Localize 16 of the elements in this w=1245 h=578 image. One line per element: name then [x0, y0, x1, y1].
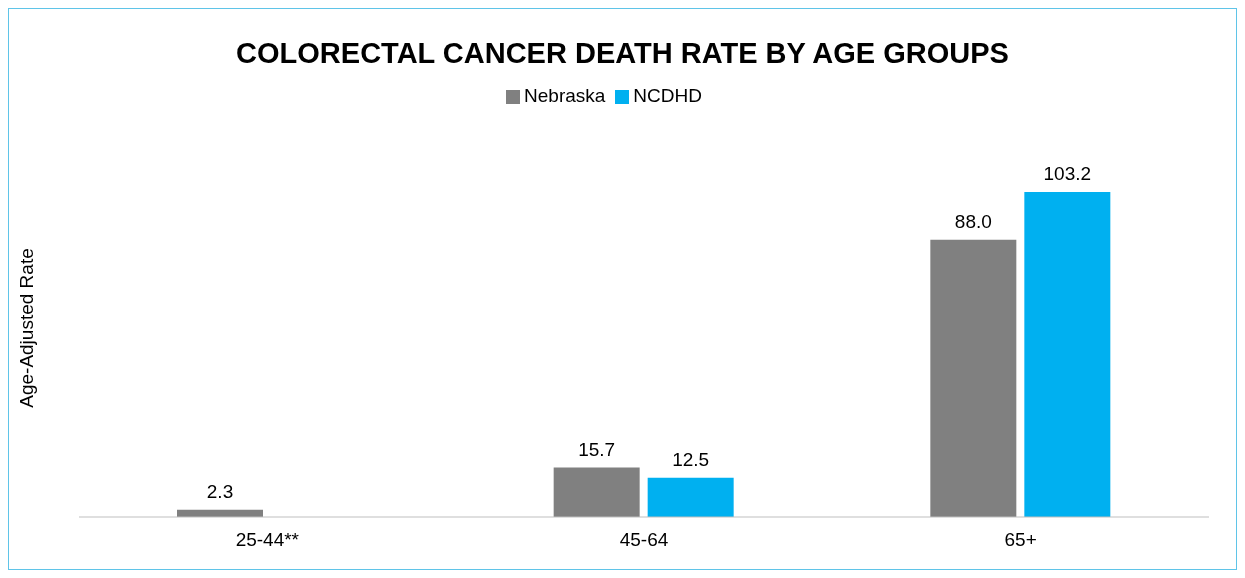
data-label: 88.0: [954, 210, 992, 232]
x-tick-label: 65+: [1004, 529, 1037, 551]
data-label: 2.3: [206, 480, 234, 502]
data-label: 103.2: [1043, 162, 1092, 184]
bar: [930, 239, 1017, 517]
data-label: 15.7: [578, 438, 616, 460]
x-tick-label: 45-64: [619, 529, 669, 551]
data-label: 12.5: [672, 448, 710, 470]
legend-label: NCDHD: [633, 85, 702, 106]
legend-label: Nebraska: [524, 85, 606, 106]
x-tick-label: 25-44**: [235, 529, 300, 551]
chart-title: COLORECTAL CANCER DEATH RATE BY AGE GROUPS: [235, 37, 1010, 71]
y-axis-title: Age-Adjusted Rate: [15, 248, 37, 408]
bar: [1024, 191, 1111, 517]
bar: [647, 477, 734, 517]
bar: [553, 467, 640, 517]
